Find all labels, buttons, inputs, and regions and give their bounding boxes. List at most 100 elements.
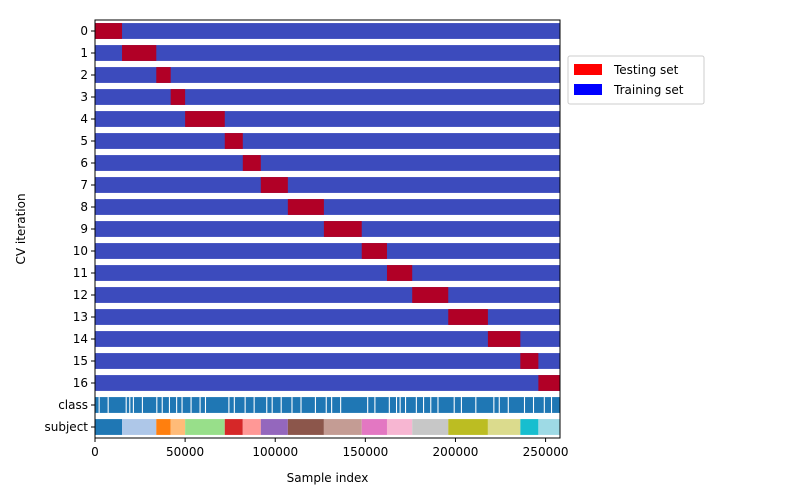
class-stripe-5 bbox=[141, 397, 143, 413]
class-stripe-28 bbox=[374, 397, 376, 413]
subject-group-0 bbox=[95, 419, 123, 435]
training-bar-10 bbox=[95, 243, 560, 259]
subject-group-13 bbox=[448, 419, 488, 435]
class-stripe-0 bbox=[98, 397, 100, 413]
testing-bar-15 bbox=[520, 353, 539, 369]
subject-group-8 bbox=[287, 419, 324, 435]
testing-bar-5 bbox=[224, 133, 243, 149]
class-stripe-46 bbox=[550, 397, 553, 413]
class-stripe-37 bbox=[453, 397, 455, 413]
class-stripe-44 bbox=[532, 397, 535, 413]
class-stripe-41 bbox=[498, 397, 500, 413]
class-stripe-15 bbox=[233, 397, 235, 413]
y-tick-label-10: 10 bbox=[73, 244, 88, 258]
class-stripe-36 bbox=[437, 397, 439, 413]
testing-bar-2 bbox=[156, 67, 171, 83]
class-stripe-17 bbox=[253, 397, 255, 413]
class-stripe-43 bbox=[523, 397, 526, 413]
training-bar-15 bbox=[95, 353, 560, 369]
training-bar-4 bbox=[95, 111, 560, 127]
subject-group-12 bbox=[412, 419, 449, 435]
subject-group-16 bbox=[538, 419, 560, 435]
class-stripe-24 bbox=[325, 397, 327, 413]
legend: Testing set Training set bbox=[567, 55, 705, 105]
training-bar-12 bbox=[95, 287, 560, 303]
x-ticks: 0 50000 100000 150000 200000 250000 bbox=[91, 438, 568, 459]
class-stripe-6 bbox=[156, 397, 158, 413]
subject-group-5 bbox=[224, 419, 243, 435]
subject-group-1 bbox=[122, 419, 157, 435]
class-stripe-16 bbox=[244, 397, 246, 413]
testing-bar-14 bbox=[487, 331, 521, 347]
training-bar-2 bbox=[95, 67, 560, 83]
legend-label-testing: Testing set bbox=[613, 63, 679, 77]
y-tick-label-11: 11 bbox=[73, 266, 88, 280]
class-stripe-18 bbox=[266, 397, 268, 413]
y-tick-label-5: 5 bbox=[80, 134, 88, 148]
class-stripe-35 bbox=[430, 397, 432, 413]
class-stripe-20 bbox=[280, 397, 282, 413]
testing-bar-7 bbox=[260, 177, 288, 193]
class-stripe-23 bbox=[314, 397, 316, 413]
testing-bar-11 bbox=[386, 265, 413, 281]
class-stripe-29 bbox=[388, 397, 390, 413]
testing-bar-10 bbox=[361, 243, 387, 259]
x-tick-label-1: 50000 bbox=[166, 445, 204, 459]
class-stripe-39 bbox=[475, 397, 477, 413]
subject-group-9 bbox=[323, 419, 362, 435]
class-stripe-26 bbox=[340, 397, 342, 413]
testing-bar-3 bbox=[170, 89, 186, 105]
training-bar-0 bbox=[95, 23, 560, 39]
y-tick-label-9: 9 bbox=[80, 222, 88, 236]
y-tick-label-14: 14 bbox=[73, 332, 88, 346]
training-bar-3 bbox=[95, 89, 560, 105]
subject-group-15 bbox=[520, 419, 539, 435]
legend-swatch-training bbox=[574, 84, 602, 95]
class-stripe-8 bbox=[168, 397, 170, 413]
training-bar-13 bbox=[95, 309, 560, 325]
training-bar-16 bbox=[95, 375, 560, 391]
subject-group-4 bbox=[185, 419, 225, 435]
class-stripe-7 bbox=[161, 397, 163, 413]
training-bar-5 bbox=[95, 133, 560, 149]
x-tick-label-2: 100000 bbox=[252, 445, 298, 459]
x-axis-label: Sample index bbox=[287, 471, 369, 485]
class-stripe-4 bbox=[132, 397, 134, 413]
testing-bar-1 bbox=[122, 45, 157, 61]
training-bar-1 bbox=[95, 45, 560, 61]
subject-group-14 bbox=[487, 419, 521, 435]
class-stripe-11 bbox=[190, 397, 192, 413]
y-tick-label-17: class bbox=[58, 398, 88, 412]
class-stripe-45 bbox=[543, 397, 545, 413]
testing-bar-8 bbox=[287, 199, 324, 215]
class-stripe-9 bbox=[176, 397, 178, 413]
legend-swatch-testing bbox=[574, 64, 602, 75]
class-stripe-27 bbox=[367, 397, 369, 413]
legend-label-training: Training set bbox=[613, 83, 684, 97]
class-stripe-38 bbox=[460, 397, 462, 413]
class-stripe-3 bbox=[129, 397, 131, 413]
subject-group-11 bbox=[386, 419, 413, 435]
class-stripe-10 bbox=[181, 397, 183, 413]
testing-bar-4 bbox=[185, 111, 225, 127]
subject-group-3 bbox=[170, 419, 186, 435]
y-axis-label: CV iteration bbox=[14, 193, 28, 264]
training-bar-14 bbox=[95, 331, 560, 347]
class-stripe-1 bbox=[107, 397, 109, 413]
class-stripe-42 bbox=[507, 397, 509, 413]
testing-bar-9 bbox=[323, 221, 362, 237]
x-tick-label-5: 250000 bbox=[523, 445, 569, 459]
y-tick-label-12: 12 bbox=[73, 288, 88, 302]
y-tick-label-4: 4 bbox=[80, 112, 88, 126]
y-tick-label-13: 13 bbox=[73, 310, 88, 324]
class-stripe-30 bbox=[395, 397, 398, 413]
training-bar-6 bbox=[95, 155, 560, 171]
training-bar-11 bbox=[95, 265, 560, 281]
y-tick-label-16: 16 bbox=[73, 376, 88, 390]
y-tick-label-6: 6 bbox=[80, 156, 88, 170]
class-stripe-25 bbox=[331, 397, 333, 413]
testing-bar-6 bbox=[242, 155, 261, 171]
class-stripe-2 bbox=[125, 397, 127, 413]
